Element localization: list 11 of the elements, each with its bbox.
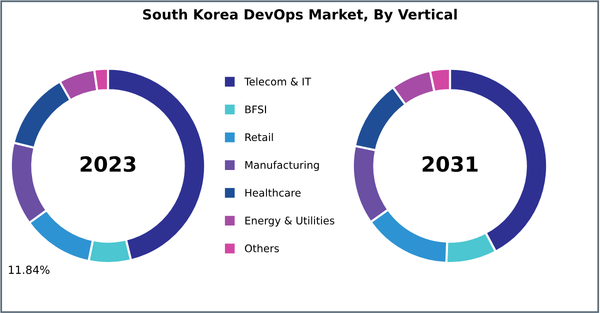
legend-label: BFSI [245, 105, 266, 114]
chart-title: South Korea DevOps Market, By Vertical [143, 8, 457, 22]
legend-label: Energy & Utilities [245, 216, 334, 227]
legend-label: Retail [245, 133, 273, 142]
text: 2031 [422, 156, 478, 172]
legend-label: Telecom & IT [244, 77, 312, 86]
legend-label: Healthcare [245, 188, 301, 197]
text: 2023 [80, 156, 136, 172]
legend-label: Manufacturing [245, 160, 319, 171]
data-label: 11.84% [8, 266, 50, 274]
legend-label: Others [244, 244, 279, 252]
